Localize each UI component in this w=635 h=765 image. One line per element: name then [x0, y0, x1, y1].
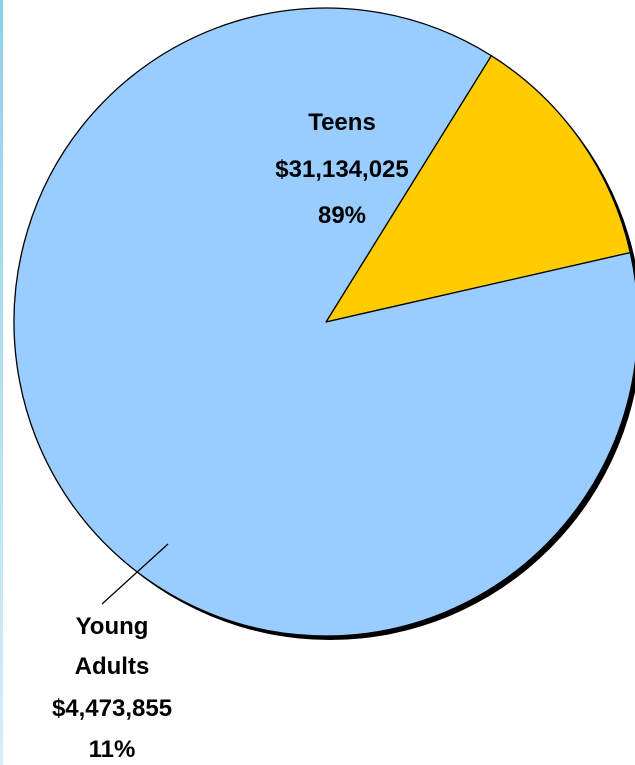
young-adults-value-label: $4,473,855	[52, 695, 172, 722]
young-adults-percent-label: 11%	[89, 736, 136, 763]
young-adults-name-line-2: Adults	[75, 653, 150, 680]
young-adults-label: Young Adults $4,473,855 11%	[52, 613, 172, 763]
left-edge-strip	[0, 0, 3, 765]
young-adults-leader-line	[101, 543, 169, 605]
pie-slices	[13, 7, 635, 637]
young-adults-name-line-1: Young	[76, 613, 149, 640]
teens-percent-label: 89%	[318, 202, 366, 229]
pie-slice-teens	[13, 7, 635, 637]
teens-label: Teens $31,134,025 89%	[275, 109, 408, 229]
teens-name-label: Teens	[308, 109, 376, 136]
pie-slice-young-adults	[325, 55, 631, 323]
teens-value-label: $31,134,025	[275, 156, 408, 183]
